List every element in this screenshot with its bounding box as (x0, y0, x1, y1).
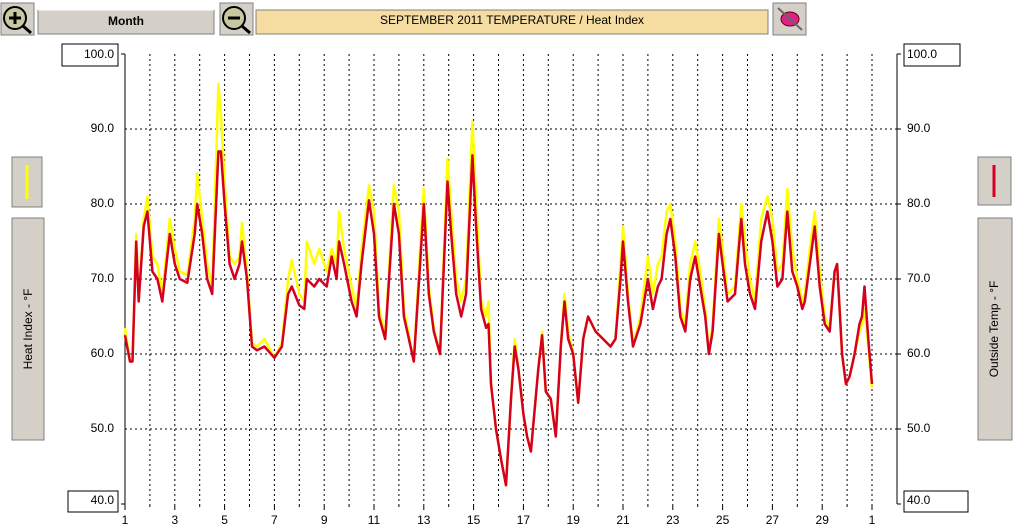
x-tick-label: 29 (816, 513, 830, 527)
print-button[interactable] (772, 2, 807, 36)
title-box (255, 9, 769, 35)
y-tick-label: 90.0 (91, 121, 115, 135)
tick-box (61, 43, 119, 67)
tick-box (903, 490, 969, 513)
x-tick-label: 23 (666, 513, 680, 527)
y2-axis-label: Outside Temp - °F (987, 281, 1001, 378)
y-tick-label: 50.0 (91, 421, 115, 435)
zoom-in-button[interactable] (0, 2, 35, 36)
y-tick-label: 60.0 (91, 346, 115, 360)
y2-tick-label: 60.0 (907, 346, 931, 360)
x-tick-label: 11 (368, 513, 381, 527)
y2-tick-label: 100.0 (907, 47, 937, 61)
x-tick-label: 1 (122, 513, 129, 527)
x-tick-label: 7 (271, 513, 278, 527)
x-tick-label: 19 (567, 513, 581, 527)
y2-tick-label: 80.0 (907, 196, 931, 210)
y-tick-label: 70.0 (91, 271, 115, 285)
x-tick-label: 3 (171, 513, 178, 527)
period-label: Month (108, 14, 144, 28)
period-button[interactable]: Month (37, 9, 215, 35)
y-tick-label: 80.0 (91, 196, 115, 210)
x-tick-label: 5 (221, 513, 228, 527)
left-axis-button[interactable] (11, 217, 45, 441)
y2-tick-label: 40.0 (907, 493, 931, 507)
chart-title: SEPTEMBER 2011 TEMPERATURE / Heat Index (380, 13, 644, 27)
tick-box (67, 490, 119, 513)
y2-tick-label: 70.0 (907, 271, 931, 285)
zoom-out-button[interactable] (219, 2, 254, 36)
x-tick-label: 1 (869, 513, 876, 527)
x-tick-label: 27 (766, 513, 780, 527)
x-tick-label: 21 (616, 513, 630, 527)
y2-tick-label: 90.0 (907, 121, 931, 135)
y-axis-label: Heat Index - °F (21, 289, 35, 370)
right-axis-button[interactable] (977, 217, 1013, 441)
y-tick-label: 40.0 (91, 493, 115, 507)
y-tick-label: 100.0 (84, 47, 114, 61)
x-tick-label: 25 (716, 513, 730, 527)
x-tick-label: 9 (321, 513, 328, 527)
tick-box (903, 43, 961, 67)
x-tick-label: 17 (517, 513, 531, 527)
y2-tick-label: 50.0 (907, 421, 931, 435)
series-line (123, 150, 874, 487)
x-tick-label: 13 (417, 513, 431, 527)
x-tick-label: 15 (467, 513, 481, 527)
